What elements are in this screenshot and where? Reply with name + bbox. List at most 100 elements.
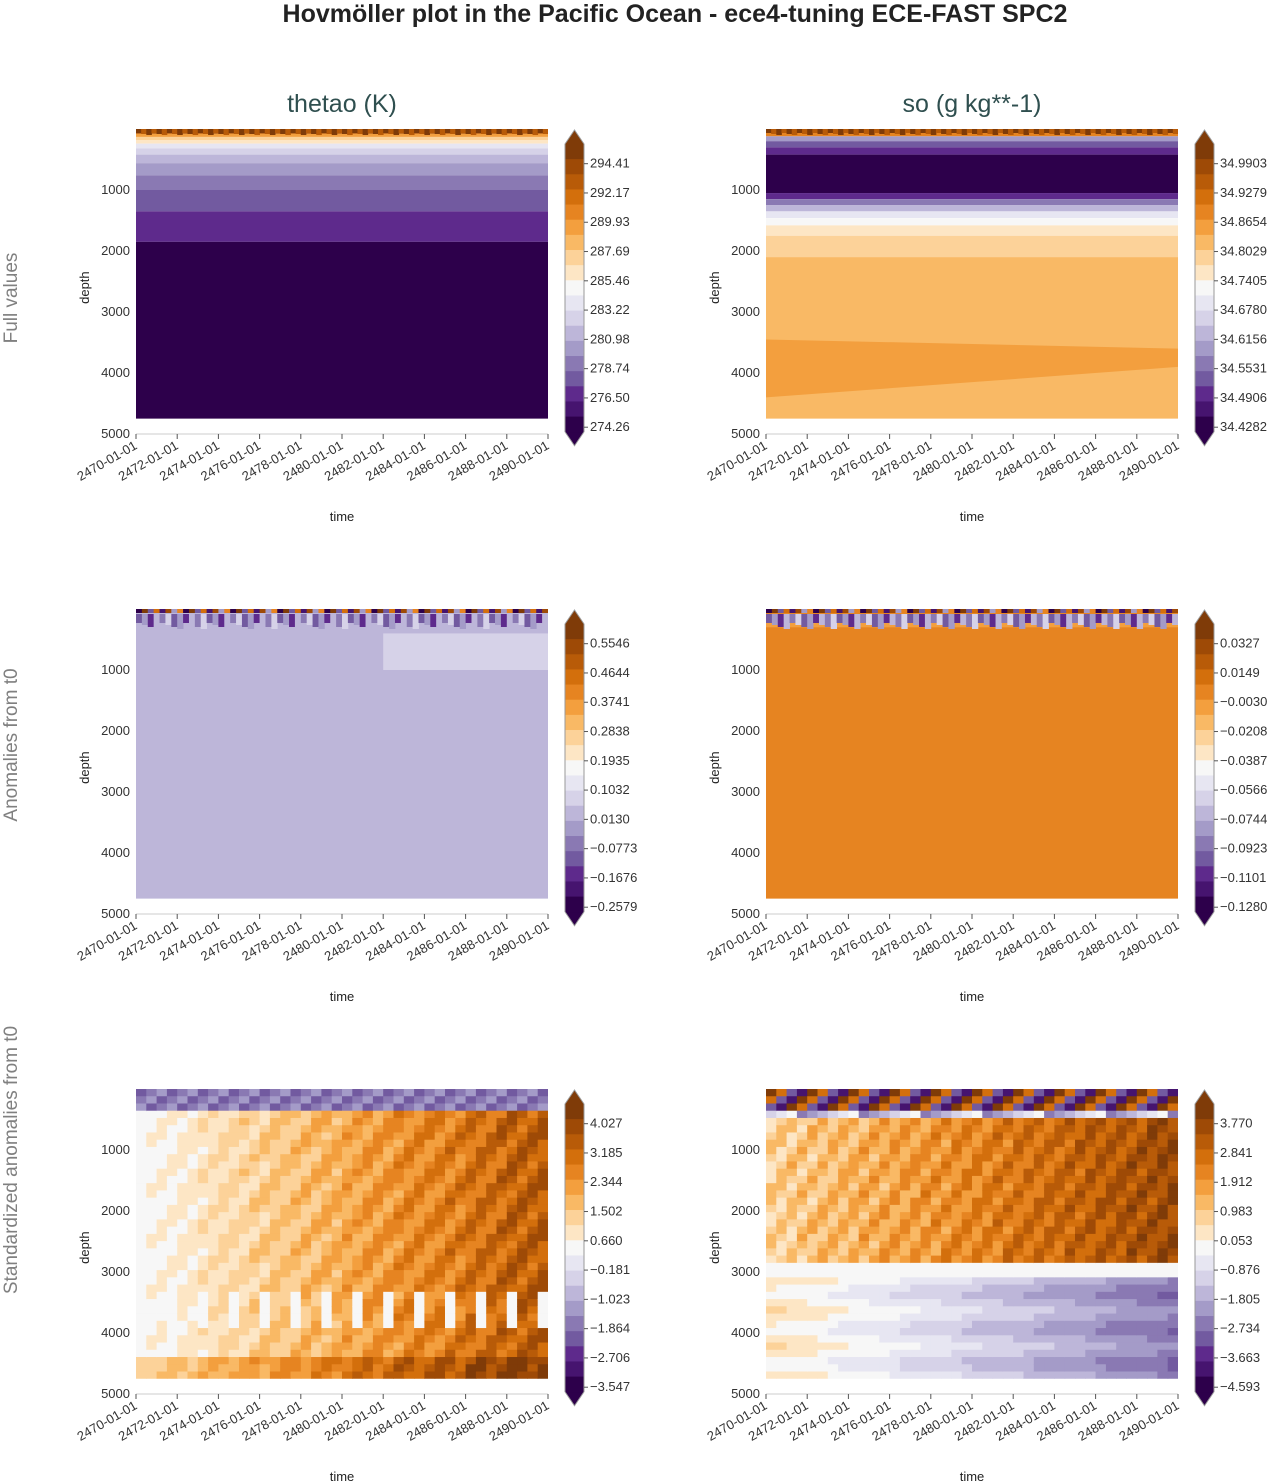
heatmap-cell	[445, 1089, 456, 1097]
heatmap-cell	[177, 1183, 188, 1191]
heatmap-cell	[208, 1103, 219, 1112]
surface-cell	[1119, 609, 1126, 613]
heatmap-cell	[1126, 1277, 1138, 1286]
heatmap-cell	[1105, 1161, 1117, 1170]
heatmap-cell	[869, 1125, 880, 1133]
surface-cell	[1024, 609, 1032, 613]
heatmap-cell	[537, 1328, 548, 1336]
colorbar-tick-label: −2.734	[1220, 1321, 1260, 1336]
heatmap-cell	[1075, 1117, 1086, 1126]
heatmap-cell	[796, 1262, 808, 1271]
heatmap-cell	[827, 1096, 839, 1104]
heatmap-cell	[1085, 1335, 1097, 1344]
heatmap-cell	[807, 1349, 818, 1358]
heatmap-cell	[941, 1175, 952, 1184]
heatmap-cell	[197, 1284, 209, 1293]
heatmap-cell	[869, 1357, 880, 1365]
heatmap-cell	[342, 1328, 353, 1336]
y-tick-label: 2000	[731, 243, 760, 258]
heatmap-cell	[300, 1313, 312, 1322]
heatmap-cell	[879, 1328, 891, 1336]
heatmap-cell	[146, 1284, 158, 1293]
surface-cell	[946, 129, 952, 135]
heatmap-cell	[146, 1371, 158, 1379]
heatmap-cell	[796, 1335, 808, 1344]
heatmap-cell	[838, 1146, 849, 1155]
heatmap-cell	[1033, 1277, 1045, 1286]
heatmap-cell	[393, 1233, 405, 1242]
colorbar-segment	[1195, 234, 1214, 251]
heatmap-cell	[1013, 1204, 1024, 1213]
heatmap-cell	[776, 1204, 788, 1213]
heatmap-cell	[1044, 1168, 1055, 1177]
heatmap-cell	[424, 1320, 436, 1329]
heatmap-cell	[403, 1154, 415, 1162]
heatmap-cell	[486, 1168, 497, 1177]
heatmap-cell	[496, 1241, 508, 1249]
heatmap-cell	[920, 1161, 932, 1170]
surface-cell	[1142, 609, 1149, 613]
heatmap-cell	[239, 1212, 250, 1220]
heatmap-cell	[899, 1270, 911, 1278]
depth-band	[136, 211, 548, 242]
heatmap-cell	[1075, 1349, 1086, 1358]
heatmap-cell	[414, 1284, 425, 1293]
heatmap-cell	[372, 1335, 384, 1344]
heatmap-cell	[786, 1299, 798, 1307]
heatmap-cell	[1044, 1197, 1055, 1206]
heatmap-cell	[930, 1219, 942, 1228]
heatmap-cell	[496, 1320, 508, 1329]
heatmap-cell	[1085, 1154, 1097, 1162]
heatmap-cell	[1054, 1284, 1066, 1293]
surface-cell	[450, 129, 456, 134]
colorbar-outline	[1194, 609, 1215, 927]
heatmap-cell	[249, 1306, 261, 1315]
heatmap-cell	[982, 1284, 994, 1293]
heatmap-cell	[455, 1190, 467, 1199]
heatmap-cell	[1002, 1168, 1014, 1177]
heatmap-cell	[879, 1110, 891, 1119]
surface-cell	[188, 609, 196, 613]
subsurface-cell	[771, 614, 779, 625]
heatmap-cell	[941, 1342, 952, 1351]
heatmap-cell	[982, 1146, 994, 1155]
heatmap-cell	[827, 1197, 839, 1206]
heatmap-cell	[1147, 1371, 1158, 1379]
heatmap-cell	[1116, 1320, 1127, 1329]
heatmap-cell	[259, 1335, 271, 1344]
heatmap-cell	[910, 1320, 921, 1329]
heatmap-cell	[393, 1204, 405, 1213]
heatmap-cell	[434, 1117, 446, 1126]
heatmap-cell	[136, 1299, 147, 1307]
heatmap-cell	[910, 1255, 921, 1264]
heatmap-cell	[1105, 1320, 1117, 1329]
heatmap-cell	[1167, 1089, 1178, 1097]
colorbar-segment	[1195, 295, 1214, 311]
heatmap-cell	[331, 1241, 343, 1249]
heatmap-cell	[300, 1219, 312, 1228]
surface-cell	[948, 609, 955, 613]
heatmap-cell	[424, 1357, 436, 1365]
heatmap-cell	[1147, 1103, 1158, 1112]
heatmap-cell	[807, 1291, 818, 1300]
heatmap-cell	[1157, 1197, 1169, 1206]
heatmap-cell	[146, 1168, 158, 1177]
heatmap-cell	[146, 1320, 158, 1329]
heatmap-cell	[506, 1277, 518, 1286]
subsurface-cell	[524, 614, 531, 627]
subsurface-cell	[183, 614, 190, 623]
heatmap-cell	[218, 1233, 230, 1242]
heatmap-cell	[848, 1139, 860, 1148]
colorbar-outline	[564, 609, 585, 927]
heatmap-cell	[920, 1262, 932, 1271]
heatmap-cell	[486, 1197, 497, 1206]
colorbar-segment	[565, 805, 584, 822]
heatmap-cell	[910, 1168, 921, 1177]
heatmap-cell	[1105, 1132, 1117, 1141]
heatmap-cell	[1116, 1110, 1127, 1119]
heatmap-cell	[208, 1226, 219, 1235]
heatmap-cell	[352, 1255, 364, 1264]
heatmap-cell	[1002, 1299, 1014, 1307]
heatmap-cell	[434, 1089, 446, 1097]
depth-band	[766, 218, 1178, 226]
